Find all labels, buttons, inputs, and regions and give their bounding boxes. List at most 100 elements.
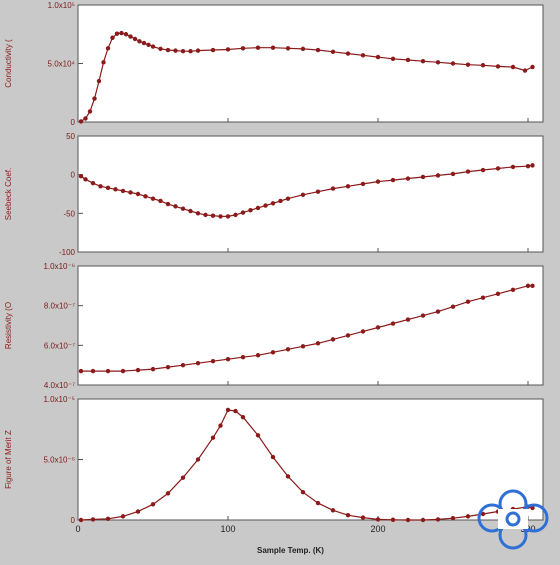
data-point bbox=[480, 167, 486, 173]
data-point bbox=[530, 505, 535, 511]
plot-area bbox=[77, 4, 544, 123]
data-point bbox=[345, 184, 351, 189]
y-tick-label: 1.0x10⁵ bbox=[48, 1, 75, 10]
data-point bbox=[315, 47, 321, 53]
data-point bbox=[255, 353, 261, 358]
data-point bbox=[120, 188, 126, 194]
data-point bbox=[98, 184, 103, 189]
plot-area bbox=[77, 265, 544, 386]
y-tick-label: 50 bbox=[66, 132, 75, 141]
y-tick-label: 0 bbox=[71, 118, 76, 127]
data-point bbox=[101, 60, 106, 65]
data-point bbox=[173, 204, 178, 209]
data-point bbox=[255, 433, 261, 438]
data-point bbox=[330, 49, 336, 54]
data-point bbox=[83, 116, 88, 121]
data-point bbox=[465, 62, 471, 67]
data-point bbox=[225, 214, 231, 219]
data-point bbox=[255, 45, 261, 50]
y-axis-label: Conductivity ( bbox=[4, 39, 13, 88]
data-point bbox=[435, 60, 441, 65]
data-point bbox=[110, 35, 115, 40]
data-point bbox=[225, 47, 231, 52]
data-point bbox=[218, 423, 223, 428]
data-point bbox=[90, 180, 96, 186]
data-point bbox=[495, 291, 501, 296]
data-point bbox=[78, 174, 84, 179]
data-point bbox=[450, 515, 456, 521]
y-tick-label: 6.0x10⁻⁷ bbox=[44, 341, 75, 350]
data-point bbox=[132, 36, 138, 42]
data-point bbox=[165, 364, 171, 370]
data-point bbox=[530, 283, 535, 289]
y-tick-label: -100 bbox=[59, 248, 76, 257]
data-point bbox=[135, 191, 141, 197]
data-point bbox=[360, 53, 366, 58]
data-point bbox=[150, 366, 156, 372]
data-point bbox=[522, 68, 528, 73]
data-point bbox=[285, 46, 291, 51]
data-point bbox=[435, 517, 441, 522]
data-point bbox=[248, 208, 253, 213]
data-point bbox=[180, 206, 186, 211]
x-tick-label: 100 bbox=[220, 524, 235, 534]
data-point bbox=[420, 517, 426, 523]
data-point bbox=[188, 49, 193, 54]
chart-panel-2: -100 -50 0 50 Seebeck Coef. bbox=[4, 132, 544, 257]
data-point bbox=[450, 171, 456, 177]
data-point bbox=[495, 166, 501, 171]
data-point bbox=[180, 49, 186, 54]
data-point bbox=[405, 517, 411, 523]
series-line bbox=[81, 285, 533, 372]
y-tick-label: 0 bbox=[71, 171, 76, 180]
data-point bbox=[420, 174, 426, 180]
data-point bbox=[390, 517, 396, 522]
data-point bbox=[480, 63, 486, 68]
data-point bbox=[300, 489, 306, 495]
data-point bbox=[465, 169, 471, 174]
data-point bbox=[90, 517, 96, 522]
data-point bbox=[375, 54, 381, 60]
data-point bbox=[315, 500, 321, 506]
data-point bbox=[137, 39, 142, 44]
data-point bbox=[360, 515, 366, 520]
y-axis-label: Resistivity (O bbox=[4, 302, 13, 349]
data-point bbox=[240, 355, 246, 360]
data-point bbox=[90, 368, 96, 374]
data-point bbox=[195, 211, 201, 216]
data-point bbox=[390, 321, 396, 326]
data-point bbox=[240, 414, 246, 420]
y-axis-label: Seebeck Coef. bbox=[4, 168, 13, 220]
y-tick-label: 0 bbox=[71, 516, 76, 525]
data-point bbox=[315, 189, 321, 194]
data-point bbox=[128, 34, 133, 39]
data-point bbox=[405, 57, 411, 63]
y-tick-label: 5.0x10⁴ bbox=[48, 60, 76, 69]
y-axis-label: Figure of Merit Z bbox=[4, 430, 13, 489]
data-point bbox=[465, 299, 471, 304]
data-point bbox=[143, 194, 148, 199]
data-point bbox=[195, 457, 201, 462]
data-point bbox=[405, 317, 411, 322]
institution-logo-icon bbox=[477, 489, 549, 550]
data-point bbox=[87, 109, 93, 114]
data-point bbox=[78, 368, 84, 374]
data-point bbox=[465, 514, 471, 519]
data-point bbox=[375, 325, 381, 330]
data-point bbox=[119, 30, 124, 36]
data-point bbox=[210, 435, 216, 440]
data-point bbox=[105, 46, 111, 51]
data-point bbox=[435, 173, 441, 178]
data-point bbox=[165, 47, 171, 53]
y-tick-label: 1.0x10⁻⁵ bbox=[43, 395, 75, 404]
data-point bbox=[450, 304, 456, 309]
data-point bbox=[270, 45, 276, 50]
data-point bbox=[315, 341, 321, 346]
data-point bbox=[114, 31, 120, 36]
data-point bbox=[300, 344, 306, 349]
data-point bbox=[375, 179, 381, 184]
data-point bbox=[158, 46, 163, 52]
data-point bbox=[240, 46, 246, 51]
data-point bbox=[105, 516, 111, 521]
